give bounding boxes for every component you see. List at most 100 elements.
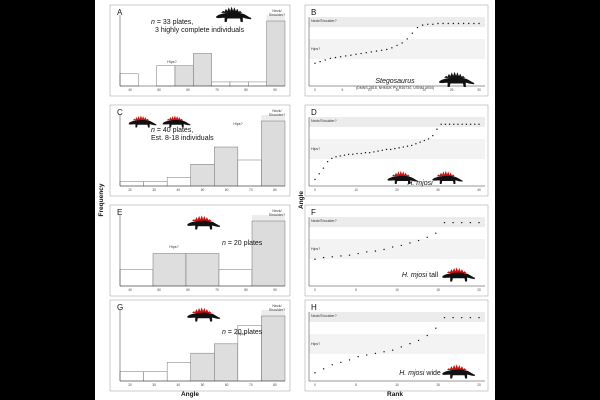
x-tick-label: 10 — [354, 188, 358, 192]
dorsal-plate — [455, 72, 460, 78]
histogram-bar — [174, 65, 194, 87]
data-point — [348, 254, 351, 256]
histogram-bar — [214, 146, 239, 187]
data-point — [402, 146, 405, 148]
hist-panel-e: E 40 50 60 70 80 90 Hips? Neck/Shoulder? n = 20 p… — [109, 204, 291, 297]
hips-band — [309, 39, 485, 59]
data-point — [314, 62, 316, 64]
hist-panel-a: A 40 50 60 70 80 90 Hips? Neck/Shoulder? n = 33 p… — [109, 4, 291, 97]
plate-count: n = 20 plates — [222, 240, 263, 247]
data-point — [396, 44, 398, 47]
x-tick-label: 10 — [395, 288, 399, 292]
data-point — [331, 157, 333, 160]
dorsal-plate — [396, 171, 401, 177]
data-point — [421, 24, 424, 26]
x-tick-label: 60 — [186, 88, 190, 92]
plate-count: n = 20 plates — [222, 329, 263, 336]
x-tick-label: 40 — [128, 288, 132, 292]
data-point — [357, 252, 359, 255]
data-point — [357, 355, 359, 358]
data-point — [440, 123, 442, 126]
data-point — [453, 123, 455, 126]
data-point — [435, 327, 437, 329]
dino-body — [187, 312, 220, 322]
dorsal-plate — [141, 115, 145, 121]
dorsal-plate — [454, 267, 459, 274]
data-point — [478, 221, 480, 224]
data-point — [391, 47, 393, 49]
dino-body — [387, 175, 418, 184]
data-point — [478, 316, 480, 319]
data-point — [324, 59, 326, 61]
data-point — [360, 52, 362, 55]
panel-letter: D — [311, 108, 317, 117]
histogram-bar — [119, 371, 144, 382]
dorsal-plate — [448, 172, 453, 177]
panel-letter: H — [311, 303, 317, 312]
hips-label: Hips? — [169, 245, 178, 249]
dino-body — [439, 77, 475, 87]
neck-label: Neck/ — [272, 209, 281, 213]
data-point — [385, 148, 388, 151]
data-point — [314, 258, 316, 260]
dorsal-plate — [202, 215, 207, 222]
x-tick-label: 0 — [314, 383, 316, 387]
data-point — [462, 22, 465, 25]
individual-count: Est. 8-18 individuals — [151, 135, 214, 142]
dorsal-plate — [168, 117, 173, 121]
neck-label: Neck/ — [272, 304, 281, 308]
dorsal-plate — [177, 117, 181, 121]
x-tick-label: 50 — [201, 188, 205, 192]
hesperosaurus-silhouette — [387, 170, 418, 184]
data-point — [423, 139, 426, 142]
plate-count: n = 40 plates, — [151, 127, 193, 134]
data-point — [432, 134, 434, 137]
histogram-bar — [229, 81, 249, 87]
data-point — [319, 60, 321, 63]
species-label: H. mjosi wide — [399, 370, 441, 377]
x-tick-label: 40 — [177, 188, 181, 192]
dorsal-plate — [173, 115, 177, 121]
data-point — [326, 160, 329, 163]
data-point — [401, 42, 403, 44]
data-point — [473, 22, 475, 25]
dorsal-plate — [204, 217, 209, 222]
dorsal-plate — [237, 10, 243, 13]
stegosaurus-silhouette — [216, 6, 252, 22]
data-point — [452, 22, 455, 25]
histogram-bar — [261, 120, 286, 187]
n-symbol: n — [222, 329, 226, 336]
histogram-bar — [185, 253, 220, 287]
x-tick-label: 20 — [423, 88, 427, 92]
figure-canvas: Angle Frequency Rank Angle A40 50 60 70 80 90… — [98, 4, 489, 398]
panel-letter: C — [117, 108, 123, 117]
histogram-bar — [152, 253, 187, 287]
data-point — [329, 57, 332, 60]
dorsal-plate — [202, 307, 207, 314]
data-point — [417, 239, 420, 242]
rank-panel-d: D Neck/Shoulder? Hips? 0 10 20 30 40 H. mjosi — [304, 104, 489, 197]
hips-label: Hips? — [311, 342, 320, 346]
x-tick-label: 90 — [273, 288, 277, 292]
data-point — [427, 138, 430, 140]
panel-frame — [304, 204, 489, 297]
data-point — [474, 123, 476, 126]
histogram-bar — [218, 269, 253, 287]
data-point — [339, 56, 342, 58]
data-point — [365, 52, 367, 54]
species-name: H. mjosi — [402, 272, 428, 279]
hips-label: Hips? — [167, 60, 176, 64]
x-tick-label: 90 — [273, 88, 277, 92]
data-point — [391, 349, 394, 351]
hips-label: Hips? — [311, 247, 320, 251]
histogram-bar — [261, 315, 286, 382]
data-point — [447, 22, 449, 25]
data-point — [478, 22, 480, 25]
neck-band — [309, 312, 485, 322]
x-tick-label: 5 — [341, 88, 343, 92]
neck-band — [309, 217, 485, 227]
data-point — [347, 153, 350, 156]
rank-panel-b: B Neck/Shoulder? Hips? 0 5 10 15 20 25 30 Stegosau… — [304, 4, 489, 97]
x-tick-label: 5 — [355, 383, 357, 387]
data-point — [444, 123, 447, 126]
